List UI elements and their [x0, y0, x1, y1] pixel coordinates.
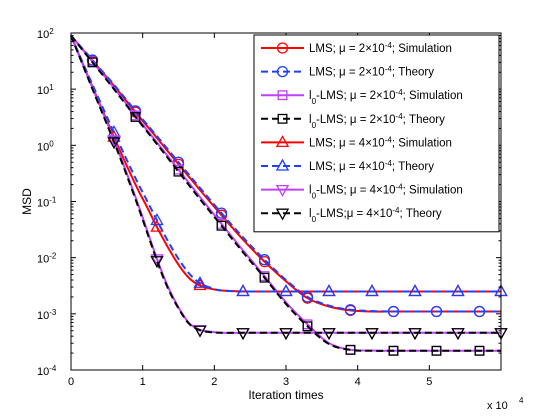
y-tick-label: 10-1 [37, 195, 57, 210]
data-point [150, 256, 164, 269]
series-8 [70, 35, 508, 341]
x-tick-label: 1 [140, 376, 146, 388]
legend-label: l0-LMS;μ = 4×10-4; Theory [309, 206, 442, 224]
data-point [365, 328, 379, 341]
data-point [86, 54, 99, 66]
y-tick-label: 102 [37, 27, 54, 42]
legend-entry: LMS; μ = 4×10-4; Simulation [261, 135, 452, 150]
data-point [451, 328, 465, 341]
data-point [345, 344, 356, 355]
data-point [215, 207, 228, 219]
data-point [302, 321, 313, 332]
data-point [474, 345, 485, 356]
data-point [259, 272, 270, 283]
series-layer [70, 34, 508, 356]
legend-label: l0-LMS; μ = 4×10-4; Simulation [309, 182, 463, 200]
legend-marker [275, 208, 290, 221]
y-tick-label: 10-4 [37, 364, 57, 379]
data-point [473, 305, 486, 318]
legend-entry: l0-LMS; μ = 2×10-4; Theory [261, 111, 445, 129]
legend-label: LMS; μ = 4×10-4; Theory [309, 159, 434, 174]
y-tick-label: 10-2 [37, 251, 57, 266]
series-line [70, 34, 501, 352]
data-point [173, 166, 184, 177]
legend-marker [275, 135, 290, 148]
x-tick-label: 4 [355, 376, 361, 388]
y-tick-label: 100 [37, 139, 54, 154]
data-point [87, 57, 98, 68]
series-4 [70, 34, 501, 356]
legend-label: LMS; μ = 2×10-4; Simulation [309, 41, 452, 56]
y-axis-label: MSD [20, 188, 34, 215]
data-point [431, 345, 442, 356]
x-multiplier-exponent: 4 [519, 396, 524, 405]
legend-marker [276, 42, 289, 54]
data-point [322, 328, 336, 341]
data-point [216, 220, 227, 231]
x-tick-label: 3 [283, 376, 289, 388]
data-point [279, 284, 293, 297]
data-point [193, 325, 207, 338]
legend-label: l0-LMS; μ = 2×10-4; Theory [309, 111, 445, 129]
legend-marker [277, 90, 288, 101]
legend-entry: LMS; μ = 2×10-4; Theory [261, 64, 434, 79]
data-point [150, 213, 164, 226]
legend-entry: l0-LMS; μ = 2×10-4; Simulation [261, 88, 463, 106]
data-point [150, 254, 164, 267]
data-point [107, 137, 121, 150]
data-point [387, 305, 400, 318]
data-point [388, 345, 399, 356]
x-tick-label: 2 [211, 376, 217, 388]
legend-label: l0-LMS; μ = 2×10-4; Simulation [309, 88, 463, 106]
data-point [365, 284, 379, 297]
x-multiplier-base: x 10 [487, 400, 508, 412]
data-point [344, 304, 357, 316]
data-point [451, 284, 465, 297]
y-tick-label: 10-3 [37, 307, 57, 322]
legend-entry: LMS; μ = 4×10-4; Theory [261, 158, 434, 174]
data-point [236, 328, 250, 341]
x-axis-label: Iteration times [248, 388, 323, 402]
legend-marker [277, 113, 288, 124]
x-tick-label: 0 [68, 376, 74, 388]
data-point [258, 254, 271, 266]
data-point [408, 284, 422, 297]
legend-marker [276, 65, 289, 78]
legend-label: LMS; μ = 2×10-4; Theory [309, 64, 434, 79]
legend-entry: LMS; μ = 2×10-4; Simulation [261, 41, 452, 56]
series-line [70, 34, 501, 313]
ticks-layer: 0 1 2 3 4 5 10-4 10-3 10-2 10-1 100 101 102 [37, 27, 501, 388]
data-point [279, 328, 293, 341]
legend-box [253, 34, 500, 233]
legend-marker [275, 184, 290, 197]
data-point [322, 284, 336, 297]
legend-entry: l0-LMS;μ = 4×10-4; Theory [261, 206, 442, 224]
x-axis-multiplier: x 10 4 [487, 396, 524, 412]
legend-label: LMS; μ = 4×10-4; Simulation [309, 135, 452, 150]
data-point [408, 328, 422, 341]
y-tick-label: 101 [37, 83, 54, 98]
legend-entry: l0-LMS; μ = 4×10-4; Simulation [261, 182, 463, 200]
data-point [193, 275, 207, 288]
x-tick-label: 5 [426, 376, 432, 388]
legend-marker [275, 158, 290, 171]
data-point [430, 305, 443, 318]
series-line [70, 35, 501, 334]
data-point [193, 278, 207, 291]
data-point [236, 284, 250, 297]
data-point [130, 112, 141, 122]
data-point [107, 135, 121, 148]
legend: LMS; μ = 2×10-4; Simulation LMS; μ = 2×10… [253, 34, 500, 233]
